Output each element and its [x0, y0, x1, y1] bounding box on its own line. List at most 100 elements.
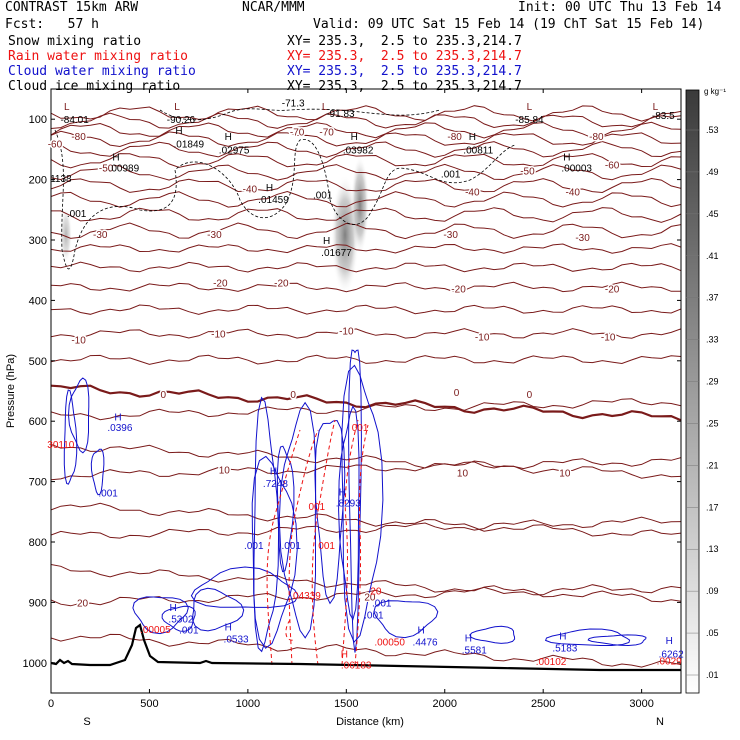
model-title: CONTRAST 15km ARW [5, 0, 139, 15]
extremum-label: H [341, 650, 348, 661]
y-tick-label: 600 [29, 416, 47, 428]
temperature-label: -80 [71, 132, 86, 143]
isotherm [51, 163, 681, 181]
extremum-label: H [112, 153, 119, 164]
snow-label: .001 [67, 209, 87, 220]
snow-label: 1138 [50, 174, 72, 185]
temperature-contours [51, 105, 681, 668]
rain-label: .00005 [140, 625, 171, 636]
isotherm [51, 130, 681, 148]
y-tick-label: 300 [29, 235, 47, 247]
temperature-label: -30 [443, 230, 458, 241]
temperature-label: -50 [520, 167, 535, 178]
cloud-water-label: .001 [364, 610, 384, 621]
isotherm [51, 105, 681, 122]
temperature-label: 20 [77, 598, 89, 609]
rain-label: 04339 [293, 591, 321, 602]
temperature-label: -40 [465, 188, 480, 199]
legend-cloudwater-label: Cloud water mixing ratio [8, 64, 196, 79]
cloud-water-contour [63, 389, 78, 485]
temperature-label: -20 [213, 278, 228, 289]
temperature-label: 0 [527, 390, 533, 401]
snow-label: -85.84 [515, 115, 544, 126]
snow-label: .00989 [109, 164, 140, 175]
ground-surface [51, 623, 681, 672]
y-tick-label: 200 [29, 175, 47, 187]
colorbar-label: .45 [706, 209, 719, 219]
extremum-label: H [559, 632, 566, 643]
snow-label: .00003 [561, 164, 592, 175]
isotherm [51, 121, 681, 139]
init-time: Init: 00 UTC Thu 13 Feb 14 [518, 0, 722, 15]
rain-contour [354, 424, 369, 666]
temperature-label: -10 [339, 327, 354, 338]
snow-label: -83.5 [652, 111, 675, 122]
x-tick-label: 2500 [531, 698, 555, 710]
cloud-water-contour [348, 349, 362, 653]
x-axis-ticks: 0 500 1000 1500 2000 2500 3000 [48, 89, 654, 710]
extremum-label: L [653, 102, 659, 113]
extremum-label: H [351, 132, 358, 143]
temperature-label: -80 [447, 132, 462, 143]
rain-label: .00102 [536, 657, 567, 668]
cloud-water-label: .5183 [552, 644, 577, 655]
temperature-label: 10 [559, 469, 571, 480]
snow-label: .01459 [258, 195, 289, 206]
isotherm [51, 354, 681, 365]
temperature-label: -40 [243, 185, 258, 196]
rain-contour [266, 429, 301, 666]
colorbar-label: .21 [706, 460, 719, 470]
isotherm [51, 443, 681, 479]
y-tick-label: 900 [29, 597, 47, 609]
temperature-label: -20 [451, 284, 466, 295]
cloud-water-contour [132, 596, 189, 635]
isotherm [51, 304, 681, 315]
isotherm [51, 243, 681, 254]
shade-blob [351, 155, 369, 255]
isotherm [51, 457, 681, 481]
snow-label: -71.3 [282, 98, 305, 109]
colorbar-label: .37 [706, 293, 719, 303]
temperature-label: -80 [589, 132, 604, 143]
y-tick-label: 800 [29, 537, 47, 549]
colorbar-label: .53 [706, 125, 719, 135]
temperature-label: -30 [93, 230, 108, 241]
x-tick-label: 1500 [334, 698, 358, 710]
contour-labels: -60 -50 -70 -70 -80 -80 -80 -60 -50 -40 -40 -40 -30 -… [46, 98, 684, 671]
temperature-label: 0 [290, 390, 296, 401]
extremum-label: H [465, 633, 472, 644]
extremum-label: H [666, 636, 673, 647]
y-tick-label: 500 [29, 356, 47, 368]
plot-frame [50, 88, 682, 694]
temperature-label: -30 [207, 230, 222, 241]
isotherm [51, 222, 681, 240]
isotherm [51, 384, 681, 422]
cloud-water-contour [190, 566, 299, 608]
temperature-label: -30 [575, 233, 590, 244]
cloud-water-label: .4476 [413, 638, 438, 649]
temperature-label: -20 [605, 284, 620, 295]
extremum-label: H [266, 183, 273, 194]
cloud-water-contour [587, 634, 647, 647]
colorbar-label: .29 [706, 377, 719, 387]
cloud-water-contours [63, 349, 647, 653]
cloud-water-contour [253, 396, 280, 653]
y-tick-label: 100 [29, 114, 47, 126]
isotherm [51, 516, 681, 539]
temperature-label: -40 [565, 188, 580, 199]
rain-label: 20 [370, 586, 382, 597]
snow-label: .001 [441, 170, 461, 181]
temperature-label: -60 [48, 139, 63, 150]
extremum-label: H [469, 132, 476, 143]
x-end-label-north: N [656, 716, 664, 728]
cloud-water-label: .7248 [263, 479, 288, 490]
cloud-water-label: .001 [281, 541, 301, 552]
extremum-label: L [174, 102, 180, 113]
x-end-label-south: S [83, 716, 90, 728]
legend-snow-xy: XY= 235.3, 2.5 to 235.3,214.7 [287, 34, 522, 49]
snow-label: .01849 [174, 139, 205, 150]
extremum-label: H [563, 153, 570, 164]
temperature-label: -10 [71, 336, 86, 347]
colorbar-label: .01 [706, 670, 719, 680]
